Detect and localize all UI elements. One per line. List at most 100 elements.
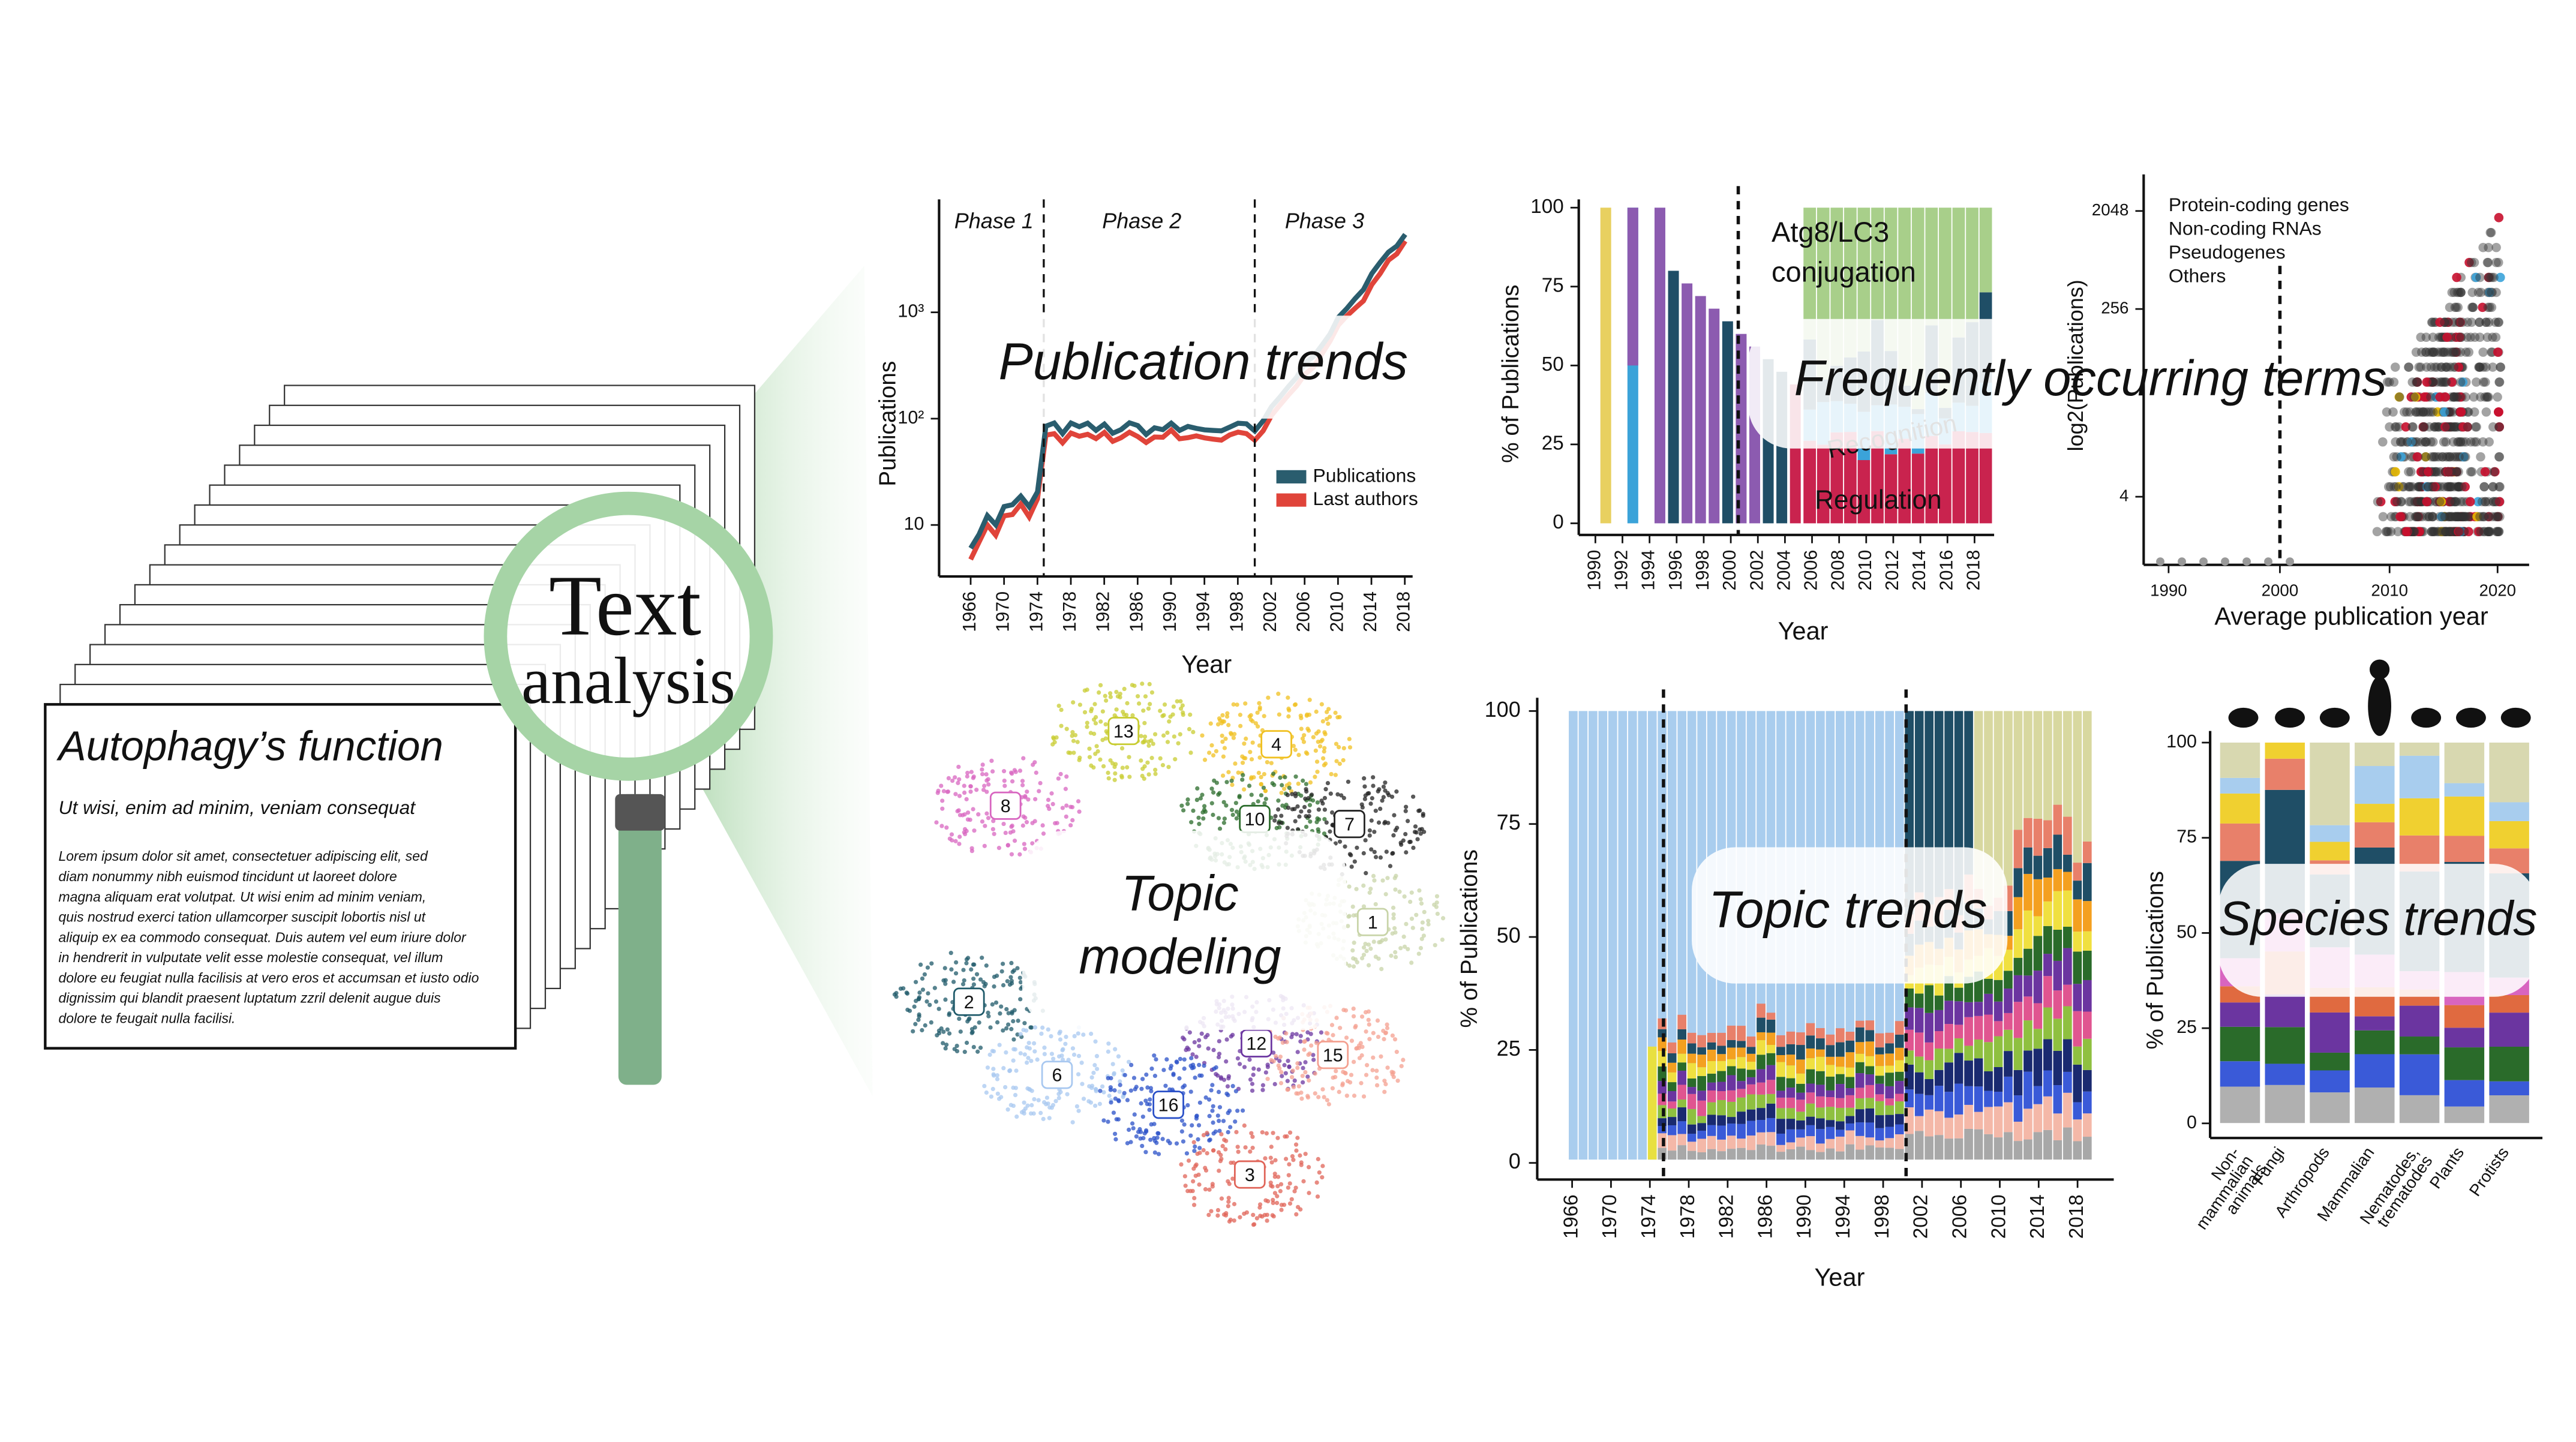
- topic-point: [1033, 797, 1038, 801]
- topic-point: [1313, 774, 1317, 779]
- cluster-label: 15: [1323, 1046, 1343, 1066]
- topic-point: [1401, 1058, 1406, 1062]
- scatter-point: [2424, 482, 2433, 492]
- topic-bar: [1737, 1041, 1746, 1048]
- topic-bar: [1766, 1132, 1776, 1146]
- topic-bar: [2023, 711, 2032, 818]
- y-tick-label: 100: [1530, 196, 1563, 218]
- topic-point: [1362, 776, 1367, 781]
- topic-point: [1238, 723, 1243, 728]
- scatter-point: [2448, 437, 2458, 447]
- scatter-point: [2431, 452, 2442, 462]
- scatter-point: [2393, 527, 2403, 537]
- topic-point: [1037, 789, 1041, 794]
- topic-point: [1064, 814, 1068, 819]
- topic-point: [1194, 1114, 1199, 1119]
- topic-bar: [1786, 1031, 1796, 1044]
- scatter-point: [2467, 257, 2476, 268]
- x-tick-label: 2014: [2026, 1194, 2049, 1239]
- document-body: dolore te feugait nulla facilisi.: [59, 1010, 236, 1026]
- species-bar: [2265, 1027, 2305, 1064]
- scatter-point: [2484, 272, 2494, 283]
- topic-bar: [2073, 711, 2082, 863]
- topic-point: [1323, 787, 1328, 792]
- scatter-point: [2475, 272, 2485, 283]
- axis-title: Average publication year: [2214, 602, 2488, 630]
- topic-bar: [2063, 816, 2072, 855]
- scatter-point: [2489, 467, 2499, 477]
- scatter-point: [2490, 512, 2500, 522]
- topic-point: [1177, 1076, 1182, 1081]
- topic-point: [1181, 1035, 1185, 1040]
- topic-point: [1295, 804, 1300, 809]
- document-body: in hendrerit in vulputate velit esse mol…: [59, 950, 443, 965]
- topic-bar: [1934, 1135, 1944, 1160]
- topic-bar: [1816, 1152, 1825, 1160]
- topic-point: [1004, 1050, 1008, 1055]
- scatter-point: [2445, 512, 2454, 522]
- topic-bar: [1954, 1038, 1963, 1053]
- term-bar: [1884, 208, 1898, 352]
- topic-point: [1197, 1062, 1202, 1068]
- topic-point: [1182, 1067, 1187, 1071]
- topic-point: [1244, 736, 1248, 741]
- topic-point: [1352, 1093, 1357, 1098]
- topic-point: [1197, 1182, 1202, 1187]
- topic-point: [1257, 707, 1262, 712]
- topic-point: [1094, 1054, 1100, 1059]
- topic-point: [1148, 702, 1152, 707]
- topic-point: [1220, 1144, 1225, 1149]
- topic-bar: [1647, 1046, 1657, 1160]
- topic-point: [1192, 1040, 1197, 1045]
- scatter-point: [2470, 422, 2481, 432]
- topic-point: [982, 1083, 987, 1089]
- topic-point: [1221, 1119, 1226, 1123]
- topic-point: [1110, 1062, 1115, 1067]
- topic-point: [1139, 758, 1143, 763]
- magnifier-title: Text: [549, 558, 701, 654]
- species-bar: [2265, 758, 2305, 790]
- scatter-point: [2390, 497, 2400, 507]
- topic-bar: [2063, 926, 2072, 948]
- topic-point: [1149, 1066, 1154, 1071]
- scatter-point: [2451, 392, 2461, 402]
- topic-point: [1211, 1104, 1215, 1108]
- topic-point: [1154, 1140, 1159, 1145]
- topic-bar: [2013, 830, 2023, 869]
- topic-point: [1417, 888, 1422, 893]
- scatter-point: [2454, 437, 2464, 447]
- scatter-point: [2476, 392, 2485, 402]
- topic-point: [1412, 830, 1418, 834]
- topic-point: [1113, 1137, 1118, 1141]
- topic-point: [1156, 1152, 1161, 1156]
- topic-point: [1277, 712, 1281, 717]
- topic-bar: [2043, 820, 2052, 848]
- topic-point: [1349, 1073, 1354, 1077]
- topic-point: [1100, 1084, 1105, 1089]
- topic-bar: [1835, 1129, 1845, 1137]
- topic-point: [1233, 761, 1238, 766]
- topic-bar: [1816, 1038, 1825, 1050]
- topic-point: [1360, 1044, 1365, 1049]
- scatter-point: [2458, 497, 2468, 507]
- scatter-point: [2422, 377, 2432, 387]
- topic-point: [1065, 1092, 1070, 1096]
- scatter-point: [2496, 362, 2505, 372]
- topic-bar: [1786, 1078, 1796, 1088]
- topic-point: [1301, 1080, 1305, 1085]
- scatter-point: [2479, 512, 2489, 522]
- topic-bar: [2053, 1140, 2062, 1160]
- topic-point: [1042, 1046, 1047, 1050]
- scatter-point: [2453, 302, 2463, 313]
- topic-point: [1072, 1034, 1077, 1038]
- topic-point: [1316, 1156, 1320, 1161]
- topic-point: [945, 1027, 950, 1032]
- topic-point: [1091, 765, 1096, 770]
- topic-bar: [1796, 1083, 1805, 1093]
- topic-point: [980, 762, 985, 767]
- topic-bar: [2033, 1132, 2043, 1160]
- topic-bar: [2073, 1046, 2082, 1065]
- topic-point: [1036, 1098, 1041, 1102]
- topic-point: [1363, 838, 1368, 843]
- scatter-point: [2412, 512, 2422, 522]
